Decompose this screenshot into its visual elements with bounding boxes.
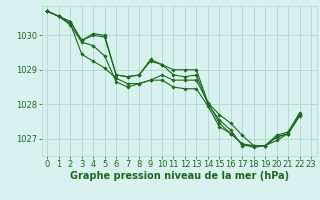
X-axis label: Graphe pression niveau de la mer (hPa): Graphe pression niveau de la mer (hPa) <box>70 171 289 181</box>
